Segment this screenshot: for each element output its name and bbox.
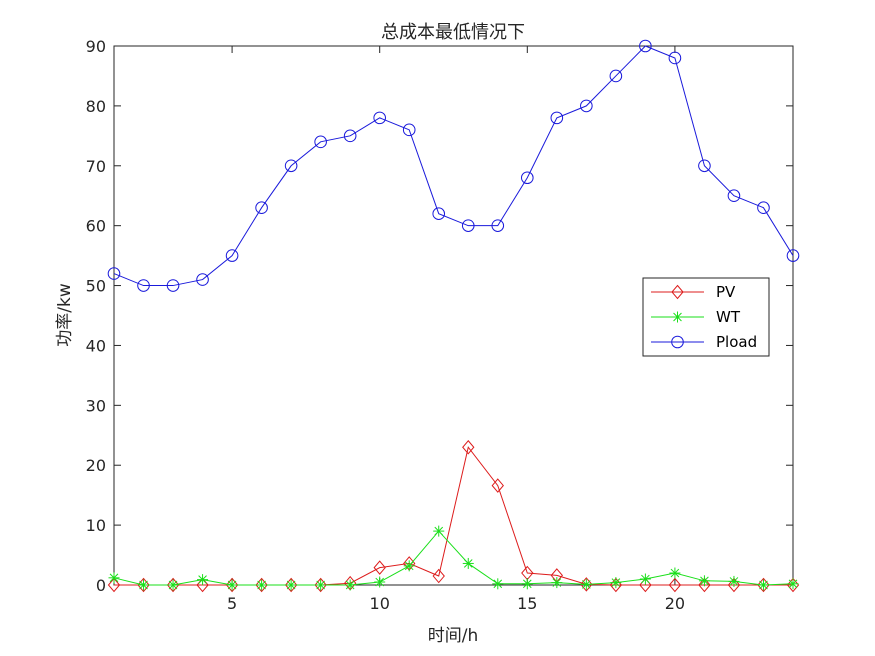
data-point-pload	[402, 123, 416, 137]
data-point-pload	[786, 249, 800, 262]
series-line-pload	[113, 45, 794, 287]
series-layer	[107, 39, 800, 593]
legend-label: WT	[716, 308, 741, 326]
data-point-pload	[639, 39, 652, 53]
legend-marker	[671, 284, 684, 300]
data-point-wt	[521, 578, 533, 590]
y-tick-label: 10	[86, 516, 106, 535]
data-point-wt	[492, 578, 504, 590]
data-point-pload	[757, 201, 770, 214]
data-point-pload	[166, 279, 180, 292]
data-point-pv	[786, 577, 800, 593]
chart-title: 总成本最低情况下	[381, 22, 525, 43]
data-point-pv	[373, 560, 386, 575]
data-point-pload	[196, 273, 209, 286]
data-point-pv	[166, 577, 180, 593]
data-point-wt	[639, 573, 651, 585]
data-point-pload	[255, 201, 268, 214]
data-point-wt	[138, 579, 150, 591]
data-point-wt	[462, 557, 474, 569]
data-point-pv	[462, 439, 475, 455]
data-point-wt	[108, 572, 120, 584]
y-tick-label: 50	[86, 277, 106, 296]
data-point-pload	[225, 249, 239, 262]
x-tick-label: 15	[517, 594, 537, 613]
data-point-wt	[728, 575, 740, 587]
y-tick-label: 30	[86, 396, 106, 415]
data-point-pload	[373, 111, 386, 125]
data-point-pload	[609, 69, 623, 83]
y-tick-label: 70	[86, 157, 106, 176]
data-point-wt	[669, 567, 681, 579]
data-point-wt	[787, 578, 799, 590]
data-point-wt	[197, 574, 209, 586]
legend-label: PV	[716, 283, 736, 301]
data-point-pload	[343, 129, 357, 143]
data-point-pv	[107, 577, 121, 593]
data-point-pv	[491, 478, 504, 493]
data-point-pload	[137, 279, 150, 292]
data-point-pload	[461, 219, 475, 232]
series-wt	[108, 525, 799, 591]
data-point-pload	[284, 159, 298, 173]
y-tick-label: 60	[86, 217, 106, 236]
series-line-wt	[113, 530, 794, 586]
y-axis-label: 功率/kw	[55, 283, 75, 347]
data-point-wt	[167, 579, 179, 591]
data-point-pload	[314, 135, 327, 149]
data-point-pv	[668, 577, 682, 593]
data-point-wt	[374, 576, 386, 588]
data-point-wt	[256, 579, 268, 591]
x-tick-label: 20	[665, 594, 685, 613]
data-point-pload	[107, 267, 121, 280]
legend-label: Pload	[716, 333, 757, 351]
data-point-wt	[285, 579, 297, 591]
y-tick-label: 80	[86, 97, 106, 116]
x-tick-label: 10	[370, 594, 390, 613]
y-tick-label: 20	[86, 456, 106, 475]
series-pload	[107, 39, 800, 292]
data-point-wt	[698, 575, 710, 587]
data-point-wt	[344, 579, 356, 591]
data-point-pv	[580, 577, 593, 592]
data-point-pv	[314, 577, 327, 593]
data-point-wt	[226, 579, 238, 591]
y-tick-label: 90	[86, 37, 106, 56]
data-point-wt	[580, 578, 592, 590]
data-point-pload	[550, 111, 564, 125]
data-point-pload	[432, 207, 446, 220]
axis-ticks: 5 10 15 20 0 10 20 30 40 50 60 70 80 90	[86, 37, 793, 613]
data-point-pload	[698, 159, 711, 173]
data-point-pv	[432, 568, 445, 584]
data-point-pload	[580, 99, 593, 113]
data-point-pv	[137, 577, 150, 593]
data-point-wt	[403, 560, 415, 572]
legend-marker	[672, 311, 683, 323]
data-point-pload	[521, 171, 534, 185]
data-point-wt	[610, 577, 622, 589]
data-point-wt	[433, 525, 445, 537]
data-point-pload	[668, 51, 682, 65]
legend-marker	[671, 335, 684, 349]
data-point-pv	[757, 577, 770, 593]
data-point-pv	[225, 577, 239, 593]
data-point-pv	[727, 577, 741, 593]
data-point-wt	[315, 579, 327, 591]
data-point-pload	[727, 189, 741, 203]
x-tick-label: 5	[227, 594, 237, 613]
data-point-wt	[551, 577, 563, 589]
data-point-wt	[757, 579, 769, 591]
data-point-pv	[255, 577, 268, 593]
data-point-pload	[491, 219, 505, 232]
data-point-pv	[698, 577, 711, 593]
data-point-pv	[284, 577, 298, 593]
x-axis-label: 时间/h	[428, 626, 479, 646]
legend: PV WT Pload	[642, 277, 770, 357]
y-tick-label: 0	[96, 576, 106, 595]
y-tick-label: 40	[86, 336, 106, 355]
